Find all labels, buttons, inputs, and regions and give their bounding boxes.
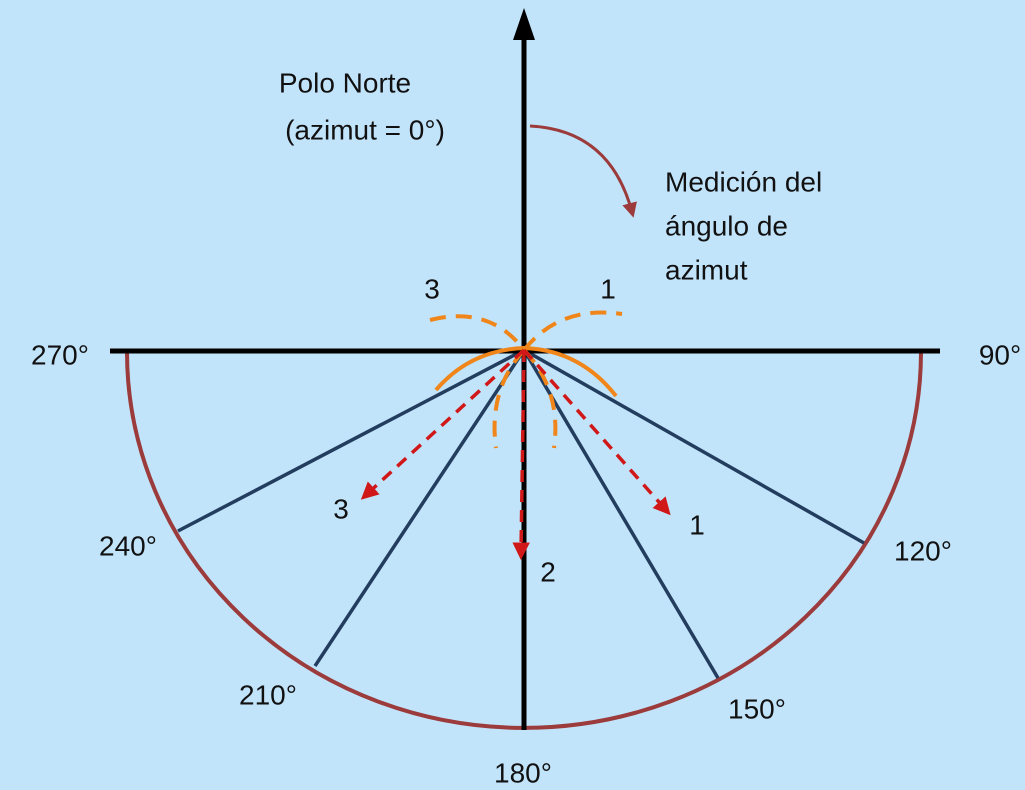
top-number: 3 — [424, 273, 440, 304]
path-number: 1 — [689, 509, 705, 540]
measurement-arrow — [529, 124, 637, 218]
measurement-label: azimut — [665, 254, 748, 285]
ray-120 — [523, 348, 865, 545]
path-arrows — [360, 348, 671, 560]
north-label: (azimut = 0°) — [285, 114, 445, 145]
azimuth-rays — [177, 348, 865, 679]
degree-label: 180° — [494, 757, 552, 788]
ray-210 — [313, 349, 526, 667]
degree-label: 210° — [239, 679, 297, 710]
measurement-label: ángulo de — [665, 210, 788, 241]
north-label: Polo Norte — [279, 67, 411, 98]
path-arrow-2 — [512, 349, 530, 560]
path-arrow-3 — [360, 348, 526, 500]
path-arrow-1 — [522, 348, 671, 516]
path-number: 2 — [540, 556, 556, 587]
dashed-arc-1 — [522, 310, 623, 352]
degree-label: 90° — [979, 339, 1021, 370]
measurement-label: Medición del — [665, 166, 822, 197]
path-number: 3 — [333, 493, 349, 524]
ray-240 — [177, 348, 525, 533]
dashed-arc-3 — [429, 314, 526, 352]
degree-label: 150° — [728, 693, 786, 724]
top-number: 1 — [600, 273, 616, 304]
north-arrowhead — [513, 8, 535, 40]
degree-label: 270° — [31, 339, 89, 370]
degree-label: 240° — [99, 530, 157, 561]
ray-150 — [522, 349, 720, 679]
degree-label: 120° — [894, 535, 952, 566]
